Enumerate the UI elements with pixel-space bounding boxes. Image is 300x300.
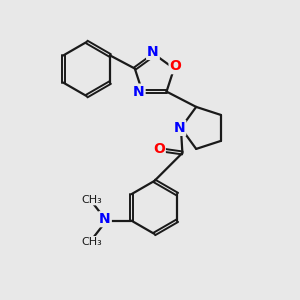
- Text: CH₃: CH₃: [81, 237, 102, 247]
- Text: CH₃: CH₃: [81, 195, 102, 205]
- Text: N: N: [99, 212, 111, 226]
- Text: N: N: [147, 45, 159, 59]
- Text: N: N: [133, 85, 145, 99]
- Text: O: O: [169, 59, 181, 73]
- Text: O: O: [153, 142, 165, 155]
- Text: N: N: [174, 121, 185, 135]
